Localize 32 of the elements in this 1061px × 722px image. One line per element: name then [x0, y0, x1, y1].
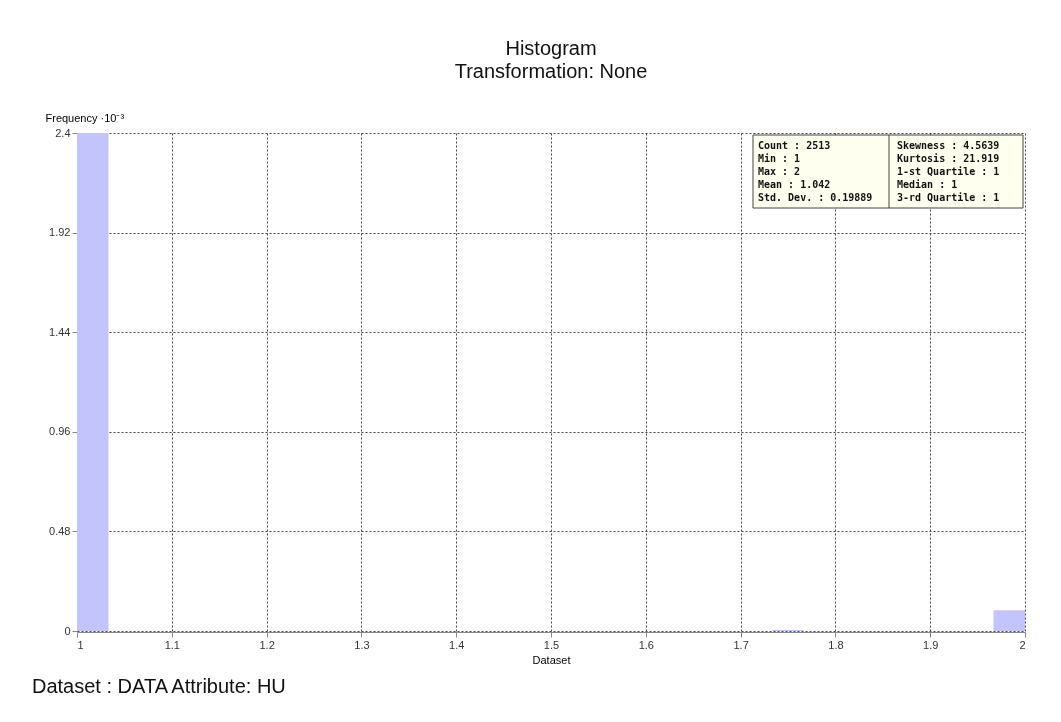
chart-subtitle: Transformation: None	[454, 60, 648, 82]
annotation: Std. Dev. : 0.19889	[758, 192, 873, 203]
y-tick-label: 2.4	[55, 126, 71, 139]
y-tick-label: 0	[64, 624, 71, 637]
x-tick-label: 1.3	[354, 638, 370, 651]
annotation: 3-rd Quartile : 1	[897, 192, 1000, 203]
annotation: Max : 2	[758, 166, 801, 177]
x-tick-label: 1.4	[449, 638, 465, 651]
annotation: Min : 1	[758, 153, 801, 164]
x-tick-label: 2	[1019, 638, 1026, 651]
x-tick-label: 1.2	[259, 638, 275, 651]
annotation: Mean : 1.042	[758, 179, 831, 190]
x-tick-label: 1.7	[733, 638, 749, 651]
x-tick-label: 1.6	[638, 638, 654, 651]
chart-title: Histogram	[505, 37, 597, 59]
y-tick-label: 1.44	[49, 325, 71, 338]
x-tick-label: 1.5	[543, 638, 560, 651]
annotation: Kurtosis : 21.919	[897, 153, 1000, 164]
y-axis-title: Frequency ·10⁻³	[45, 111, 125, 124]
x-tick-label: 1.9	[923, 638, 939, 651]
annotation: 1-st Quartile : 1	[897, 166, 1000, 177]
x-axis-title: Dataset	[532, 653, 571, 666]
x-tick-label: 1.1	[164, 638, 180, 651]
x-tick-label: 1	[77, 638, 84, 651]
y-tick-label: 0.48	[49, 524, 71, 537]
annotation: Median : 1	[897, 179, 958, 190]
y-tick-label: 1.92	[49, 226, 71, 239]
y-tick-label: 0.96	[49, 425, 71, 438]
annotation: Skewness : 4.5639	[897, 140, 1000, 151]
text: Dataset : DATA Attribute: HU	[32, 675, 286, 697]
x-tick-label: 1.8	[828, 638, 844, 651]
annotation: Count : 2513	[758, 140, 831, 151]
